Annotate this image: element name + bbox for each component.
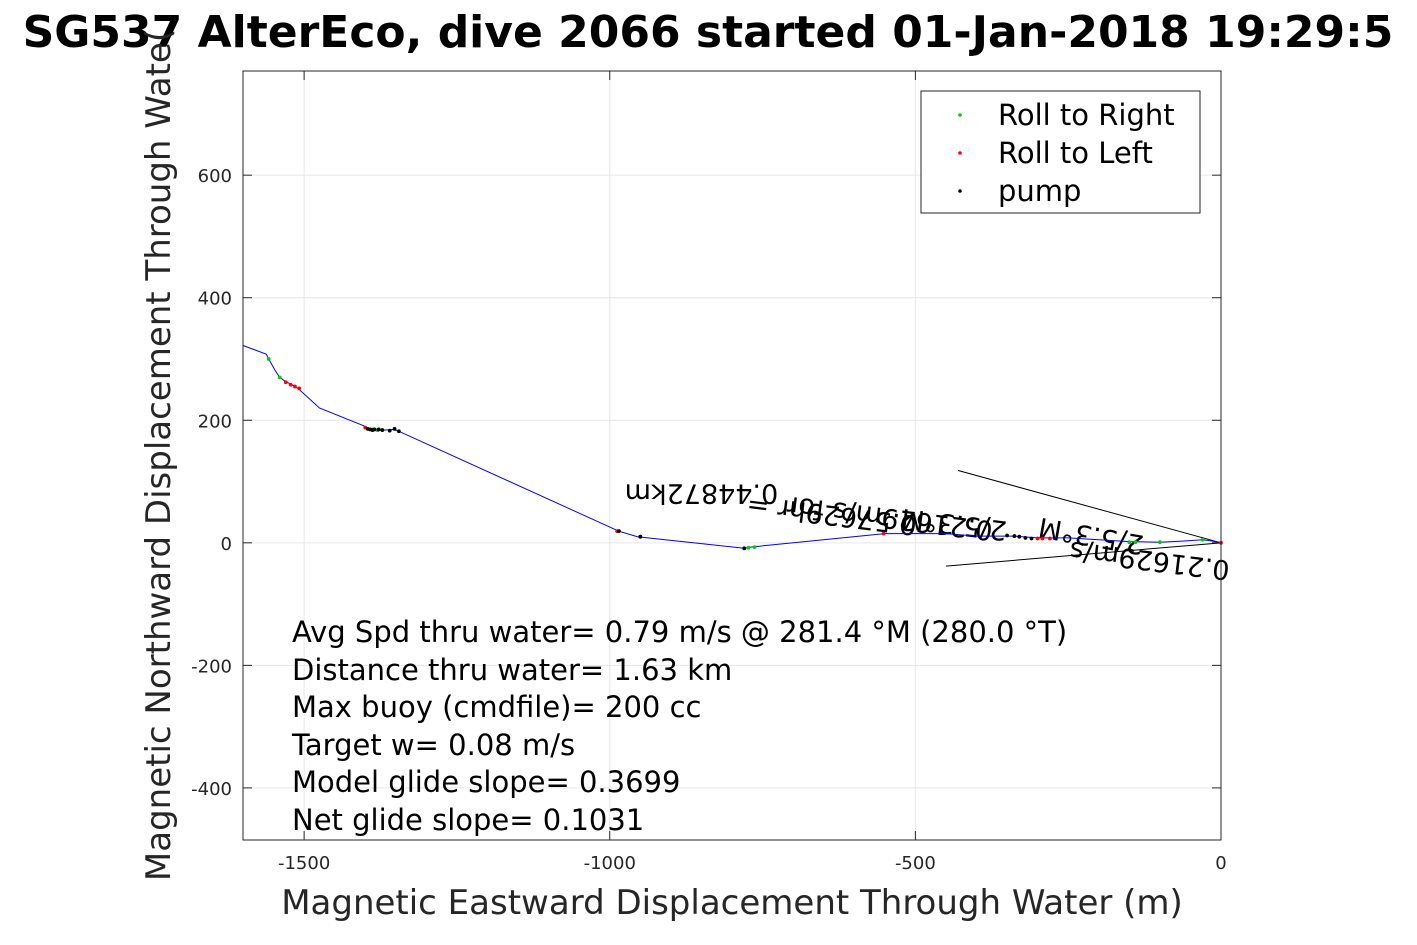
pump-point — [392, 426, 397, 431]
y-tick-label: 600 — [198, 166, 232, 187]
x-tick-label: -1500 — [278, 853, 330, 874]
roll-left-point — [288, 382, 293, 387]
y-tick-label: -400 — [191, 779, 232, 800]
roll-right-point — [266, 357, 271, 361]
legend: Roll to Right Roll to Left pump — [920, 90, 1201, 214]
roll-right-point — [1200, 537, 1205, 542]
y-tick-label: 400 — [198, 289, 232, 310]
y-axis-label: Magnetic Northward Displacement Through … — [139, 29, 179, 881]
pump-point — [380, 428, 385, 432]
legend-marker-pump — [958, 189, 962, 193]
pump-point — [617, 529, 621, 534]
roll-left-point — [293, 384, 297, 389]
pump-point — [376, 427, 381, 432]
stat-distance: Distance thru water= 1.63 km — [292, 653, 732, 687]
dive-statistics: Avg Spd thru water= 0.79 m/s @ 281.4 °M … — [291, 615, 1067, 837]
pump-point — [387, 428, 392, 433]
pump-point — [1023, 536, 1028, 540]
stat-target-w: Target w= 0.08 m/s — [291, 728, 575, 762]
chart-title: SG537 AlterEco, dive 2066 started 01-Jan… — [23, 7, 1394, 58]
heading-line — [958, 470, 1222, 544]
roll-right-point — [1133, 540, 1138, 545]
roll-left-point — [297, 386, 302, 391]
data-series — [242, 345, 1223, 551]
roll-right-point — [752, 545, 757, 550]
stat-model-glide-slope: Model glide slope= 0.3699 — [292, 765, 680, 799]
y-tick-label: -200 — [191, 656, 232, 677]
legend-label-pump: pump — [998, 174, 1081, 208]
x-tick-label: 0 — [1215, 853, 1226, 874]
y-tick-label: 0 — [221, 534, 232, 555]
roll-left-point — [881, 531, 886, 536]
plot-frame — [242, 70, 1222, 841]
pump-point — [372, 427, 377, 432]
x-axis-label: Magnetic Eastward Displacement Through W… — [281, 883, 1183, 923]
heading-line — [945, 542, 1222, 567]
x-tick-label: -1000 — [584, 853, 636, 874]
legend-label-roll-left: Roll to Left — [998, 136, 1153, 170]
pump-point — [638, 534, 643, 539]
roll-left-point — [1035, 536, 1040, 541]
stat-max-buoy: Max buoy (cmdfile)= 200 cc — [292, 690, 701, 724]
roll-left-point — [283, 380, 288, 385]
pump-point — [1029, 536, 1034, 541]
roll-left-point — [1047, 536, 1052, 541]
legend-marker-roll-left — [958, 151, 962, 155]
track-annotation: 0.44872km — [625, 478, 779, 509]
roll-right-point — [1127, 540, 1132, 545]
axis-ticks: -1500 -1000 -500 0 -400 -200 0 200 400 600 — [191, 71, 1227, 874]
pump-point — [1005, 533, 1009, 538]
roll-right-point — [746, 545, 751, 550]
pump-point — [742, 546, 747, 551]
legend-box — [920, 90, 1201, 214]
legend-marker-roll-right — [958, 113, 962, 117]
stat-avg-speed: Avg Spd thru water= 0.79 m/s @ 281.4 °M … — [292, 615, 1067, 649]
pump-point — [1012, 534, 1017, 538]
stat-net-glide-slope: Net glide slope= 0.1031 — [292, 803, 644, 837]
y-tick-label: 200 — [198, 411, 232, 432]
pump-point — [396, 429, 401, 434]
x-tick-label: -500 — [895, 853, 936, 874]
pump-point — [1017, 534, 1022, 539]
roll-right-point — [277, 375, 282, 380]
roll-right-point — [1157, 540, 1162, 545]
reference-lines — [945, 470, 1222, 567]
legend-label-roll-right: Roll to Right — [998, 98, 1175, 132]
roll-left-point — [1040, 536, 1045, 541]
